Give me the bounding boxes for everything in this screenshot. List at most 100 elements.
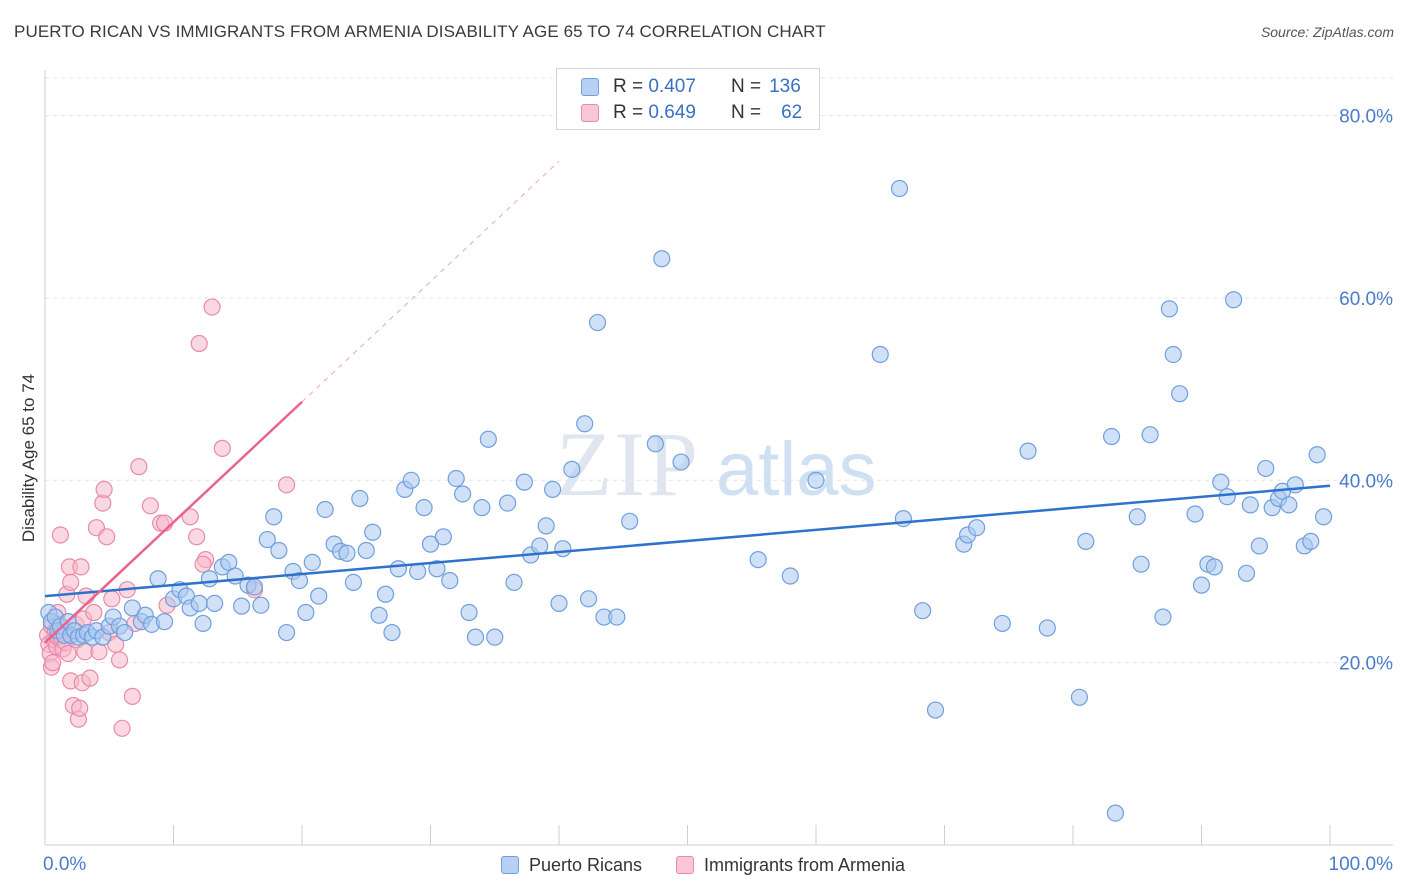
point-armenia: [203, 298, 221, 316]
point-puerto-ricans: [447, 469, 465, 488]
source-label: Source: ZipAtlas.com: [1260, 24, 1394, 40]
point-puerto-ricans: [233, 597, 251, 615]
point-armenia: [62, 573, 80, 592]
point-puerto-ricans: [563, 460, 581, 478]
point-puerto-ricans: [1164, 345, 1182, 364]
point-armenia: [44, 654, 62, 672]
point-puerto-ricans: [1218, 488, 1236, 506]
r-label: R =: [613, 102, 644, 123]
point-puerto-ricans: [123, 599, 141, 617]
point-puerto-ricans: [364, 523, 382, 541]
r-stat: R = 0.407: [613, 76, 731, 98]
point-puerto-ricans: [155, 613, 174, 631]
point-puerto-ricans: [608, 608, 626, 626]
point-armenia: [141, 497, 159, 515]
point-puerto-ricans: [421, 535, 440, 553]
point-puerto-ricans: [415, 499, 433, 517]
point-puerto-ricans: [344, 573, 362, 592]
point-puerto-ricans: [1070, 688, 1089, 706]
point-puerto-ricans: [914, 602, 932, 620]
point-puerto-ricans: [297, 603, 315, 622]
point-armenia: [72, 558, 90, 576]
point-puerto-ricans: [968, 519, 986, 537]
point-puerto-ricans: [515, 473, 533, 491]
point-puerto-ricans: [460, 603, 478, 622]
point-puerto-ricans: [473, 499, 491, 517]
point-armenia: [181, 508, 199, 526]
point-puerto-ricans: [357, 541, 375, 560]
trend-line-armenia: [44, 400, 303, 644]
x-tick-label-max: 100.0%: [1329, 854, 1394, 875]
point-puerto-ricans: [303, 553, 321, 571]
point-armenia: [155, 514, 174, 532]
point-puerto-ricans: [383, 623, 401, 642]
pink-swatch: [676, 856, 694, 874]
legend-item-armenia[interactable]: Immigrants from Armenia: [676, 855, 905, 876]
point-puerto-ricans: [402, 471, 420, 489]
series-legend: Puerto Ricans Immigrants from Armenia: [0, 852, 1406, 878]
point-puerto-ricans: [505, 573, 523, 592]
point-armenia: [95, 480, 113, 499]
point-puerto-ricans: [588, 313, 607, 332]
gridlines: [45, 77, 1393, 664]
axis-labels: 20.0% 40.0% 60.0% 80.0% 0.0% 100.0% Disability…: [19, 107, 1393, 875]
point-puerto-ricans: [1132, 555, 1150, 573]
legend-row-armenia: R = 0.649 N = 62: [581, 101, 802, 125]
point-puerto-ricans: [116, 623, 134, 642]
point-puerto-ricans: [454, 485, 472, 503]
point-puerto-ricans: [316, 500, 334, 519]
blue-swatch: [581, 78, 599, 96]
point-puerto-ricans: [409, 562, 427, 581]
pink-swatch: [581, 104, 599, 122]
trend-lines: [44, 160, 1331, 644]
correlation-legend: R = 0.407 N = 136 R = 0.649 N = 62: [556, 68, 820, 130]
point-puerto-ricans: [245, 578, 264, 596]
point-puerto-ricans: [926, 701, 945, 719]
point-puerto-ricans: [1038, 619, 1056, 637]
watermark: ZIP atlas: [556, 413, 877, 515]
n-label: N =: [731, 102, 762, 123]
point-puerto-ricans: [554, 540, 572, 558]
y-tick-label: 60.0%: [1339, 289, 1393, 310]
legend-item-puerto-ricans[interactable]: Puerto Ricans: [500, 854, 642, 876]
point-puerto-ricans: [1102, 427, 1121, 446]
r-value: 0.407: [648, 76, 696, 97]
n-label: N =: [731, 76, 762, 97]
r-label: R =: [613, 76, 644, 97]
r-stat: R = 0.649: [613, 102, 731, 124]
point-puerto-ricans: [1302, 532, 1320, 550]
point-puerto-ricans: [1077, 532, 1095, 550]
point-armenia: [77, 587, 95, 605]
point-puerto-ricans: [434, 528, 452, 546]
legend-label: Puerto Ricans: [528, 854, 642, 875]
point-puerto-ricans: [871, 345, 889, 364]
point-puerto-ricans: [1250, 537, 1268, 555]
x-tick-label-min: 0.0%: [43, 854, 86, 875]
point-puerto-ricans: [1171, 385, 1189, 403]
point-puerto-ricans: [370, 606, 388, 624]
point-puerto-ricans: [1160, 300, 1178, 318]
y-tick-label: 40.0%: [1339, 471, 1393, 492]
point-puerto-ricans: [1186, 505, 1204, 523]
point-armenia: [59, 644, 77, 663]
point-puerto-ricans: [479, 430, 497, 448]
point-puerto-ricans: [486, 628, 504, 646]
point-puerto-ricans: [1280, 496, 1298, 514]
point-puerto-ricans: [1314, 508, 1333, 526]
point-puerto-ricans: [1019, 442, 1037, 460]
point-puerto-ricans: [206, 594, 224, 612]
point-puerto-ricans: [1205, 558, 1223, 576]
point-puerto-ricans: [190, 594, 208, 612]
chart-title: PUERTO RICAN VS IMMIGRANTS FROM ARMENIA …: [14, 22, 826, 41]
point-puerto-ricans: [1154, 608, 1172, 626]
point-puerto-ricans: [890, 179, 909, 198]
point-puerto-ricans: [351, 489, 369, 508]
legend-label: Immigrants from Armenia: [704, 854, 906, 875]
point-puerto-ricans: [1237, 564, 1256, 582]
point-armenia: [123, 687, 141, 705]
point-puerto-ricans: [466, 628, 485, 646]
point-armenia: [51, 526, 70, 544]
point-armenia: [190, 334, 208, 353]
blue-swatch: [500, 856, 519, 874]
point-puerto-ricans: [1192, 576, 1211, 594]
